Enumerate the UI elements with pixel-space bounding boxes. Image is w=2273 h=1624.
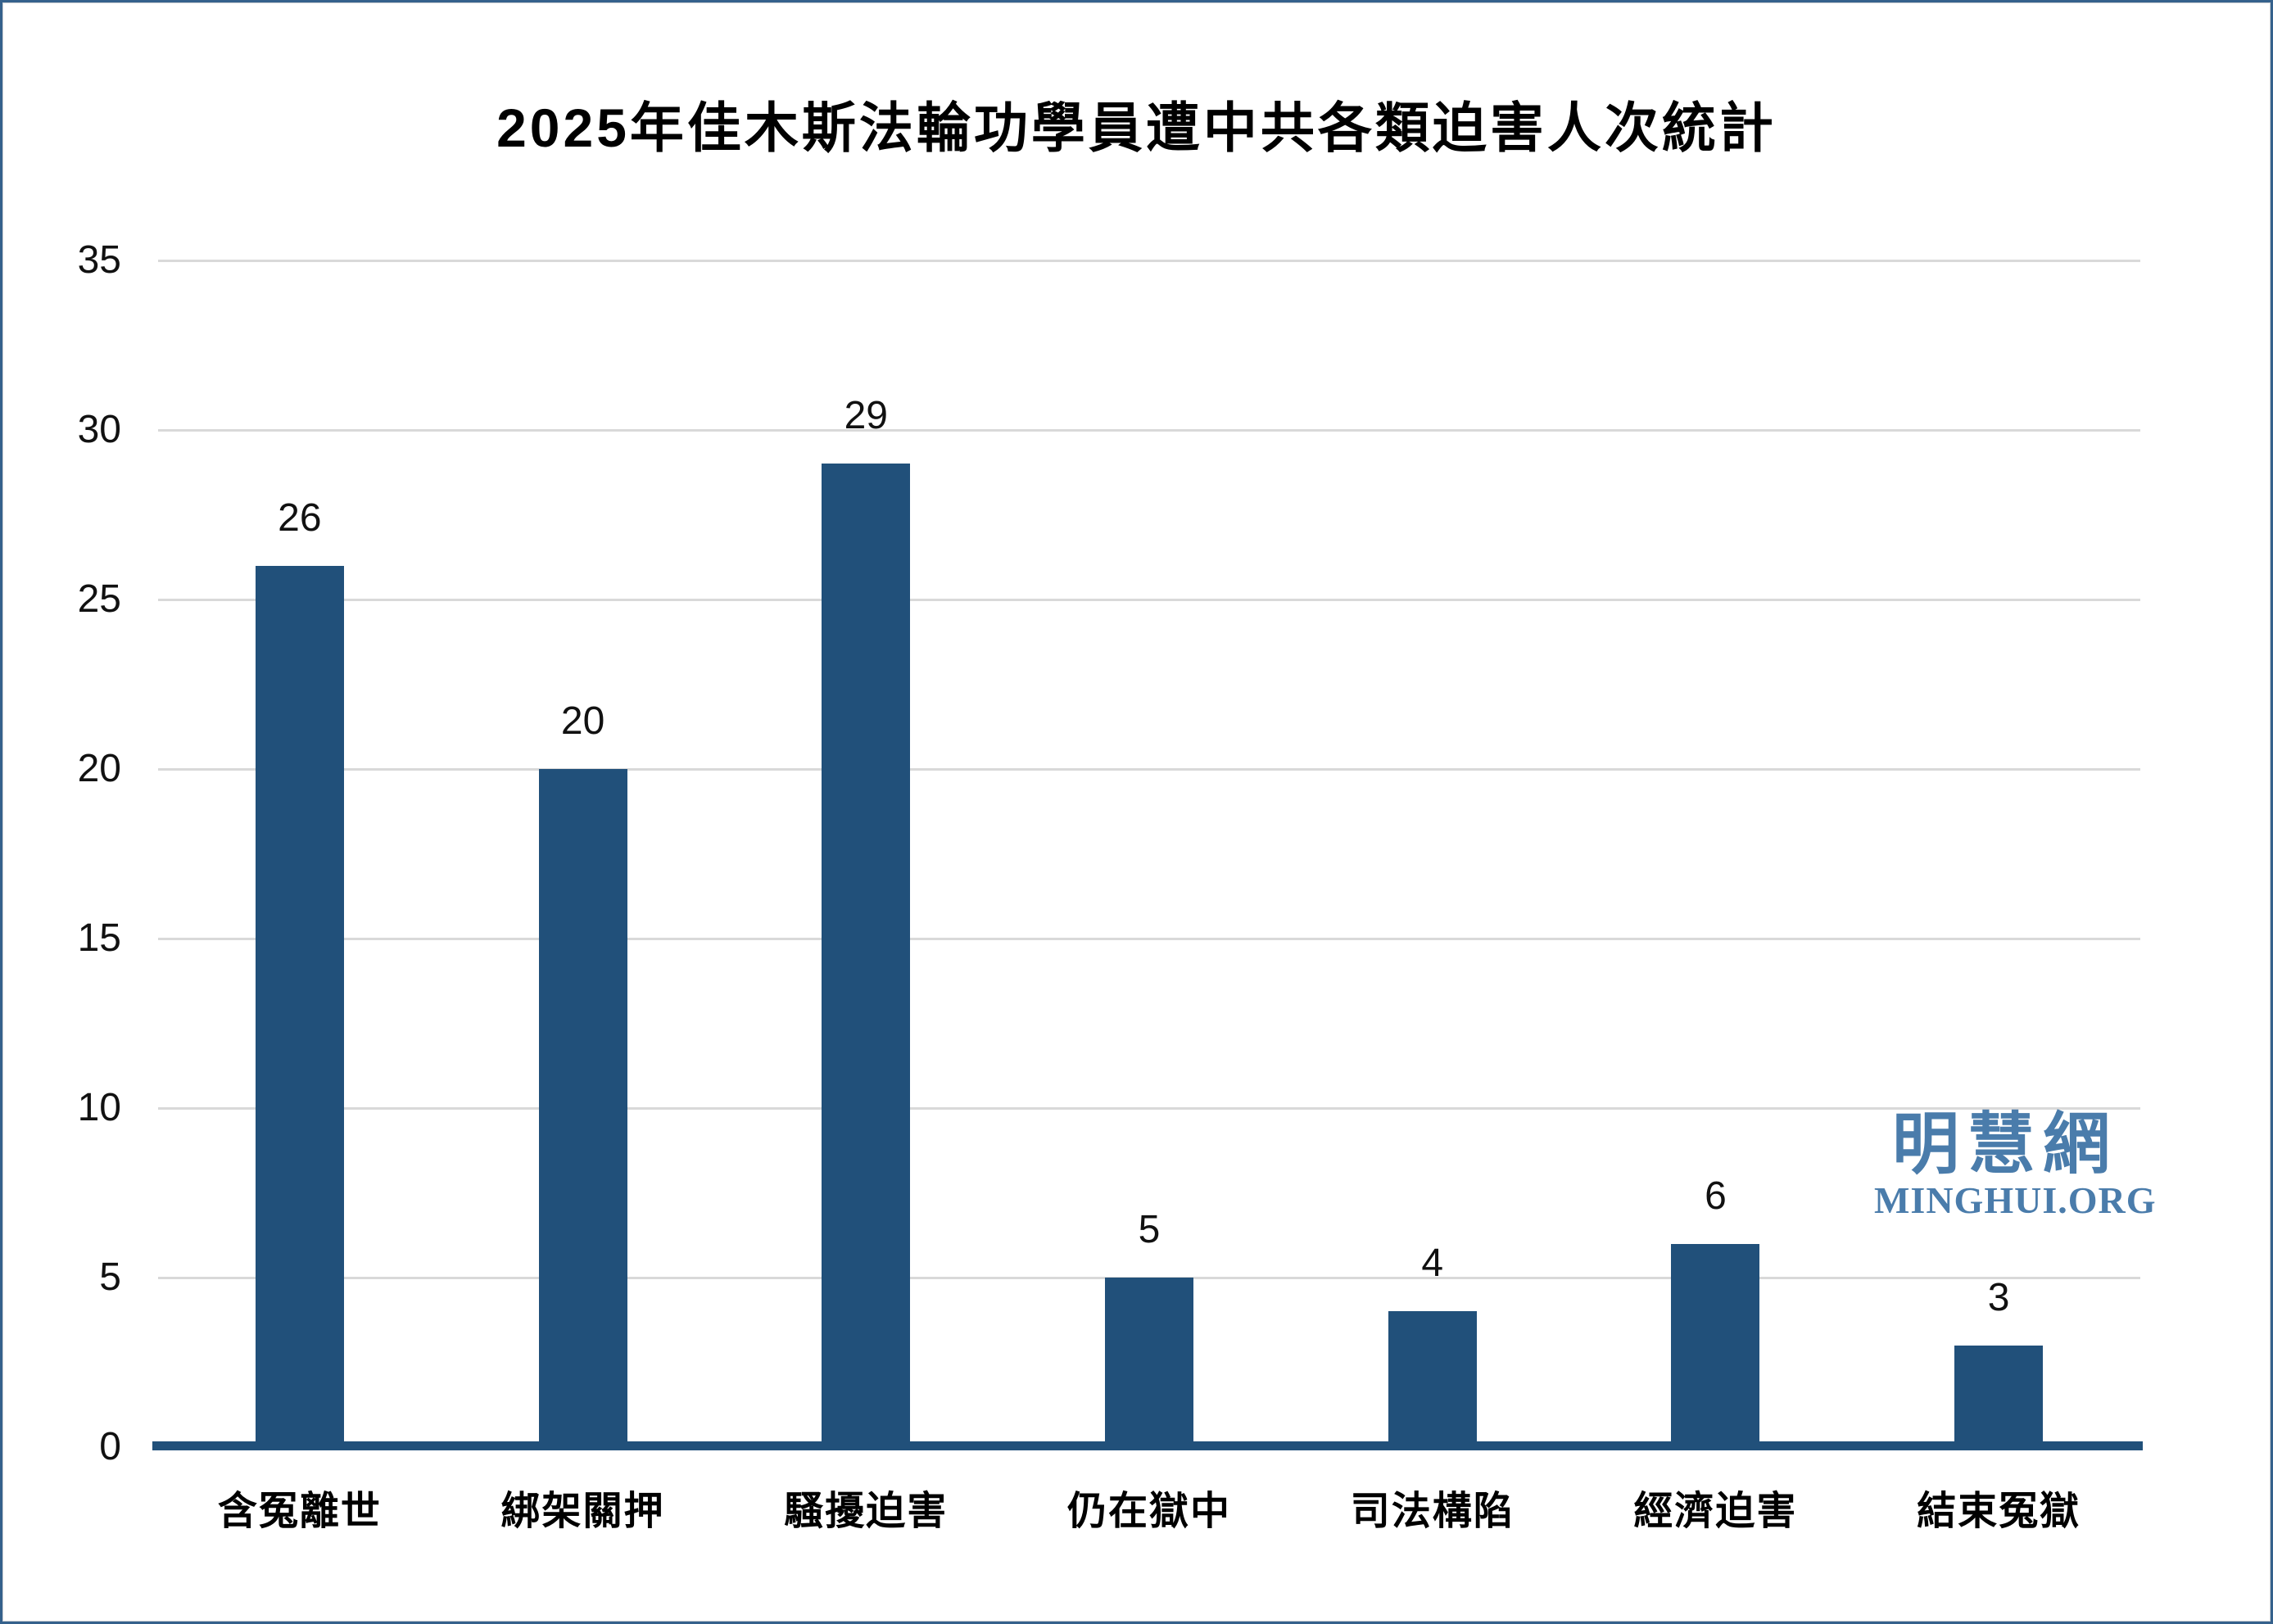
x-category-label-綁架關押: 綁架關押 bbox=[500, 1490, 665, 1533]
x-category-label-結束冤獄: 結束冤獄 bbox=[1917, 1490, 2081, 1533]
y-tick-label-20: 20 bbox=[77, 747, 121, 790]
x-category-label-含冤離世: 含冤離世 bbox=[217, 1490, 382, 1533]
y-tick-label-5: 5 bbox=[99, 1255, 121, 1299]
bar-經濟迫害 bbox=[1671, 1243, 1760, 1447]
y-tick-label-10: 10 bbox=[77, 1086, 121, 1129]
y-tick-label-15: 15 bbox=[77, 916, 121, 960]
plot-area: 26 20 29 5 4 6 3 bbox=[158, 260, 2140, 1447]
bar-仍在獄中 bbox=[1105, 1278, 1193, 1447]
bar-綁架關押 bbox=[538, 769, 627, 1447]
bar-value-label-騷擾迫害: 29 bbox=[844, 394, 888, 438]
gridline-15 bbox=[158, 938, 2140, 940]
gridline-10 bbox=[158, 1107, 2140, 1110]
watermark-minghui-cjk: 明慧網 bbox=[1891, 1107, 2118, 1182]
bar-含冤離世 bbox=[255, 565, 344, 1447]
bar-value-label-結束冤獄: 3 bbox=[1987, 1275, 2010, 1319]
bar-value-label-司法構陷: 4 bbox=[1421, 1242, 1444, 1286]
gridline-35 bbox=[158, 260, 2140, 262]
x-category-label-仍在獄中: 仍在獄中 bbox=[1066, 1490, 1231, 1533]
bar-騷擾迫害 bbox=[822, 464, 911, 1447]
x-category-label-經濟迫害: 經濟迫害 bbox=[1633, 1490, 1798, 1533]
bar-value-label-含冤離世: 26 bbox=[278, 495, 322, 540]
y-tick-label-25: 25 bbox=[77, 577, 121, 621]
bar-value-label-仍在獄中: 5 bbox=[1138, 1208, 1161, 1251]
y-tick-label-30: 30 bbox=[77, 408, 121, 451]
watermark-minghui-org: MINGHUI.ORG bbox=[1874, 1179, 2157, 1222]
bar-value-label-經濟迫害: 6 bbox=[1705, 1174, 1727, 1218]
chart-title: 2025年佳木斯法輪功學員遭中共各類迫害人次統計 bbox=[496, 97, 1777, 158]
gridline-25 bbox=[158, 599, 2140, 601]
x-category-label-騷擾迫害: 騷擾迫害 bbox=[784, 1490, 949, 1533]
gridline-30 bbox=[158, 429, 2140, 432]
bar-value-label-綁架關押: 20 bbox=[560, 699, 605, 743]
y-tick-label-0: 0 bbox=[99, 1425, 121, 1468]
x-axis-line bbox=[152, 1441, 2143, 1450]
x-category-label-司法構陷: 司法構陷 bbox=[1350, 1490, 1515, 1533]
bar-司法構陷 bbox=[1388, 1311, 1477, 1447]
gridline-20 bbox=[158, 768, 2140, 771]
bar-結束冤獄 bbox=[1954, 1345, 2044, 1447]
y-tick-label-35: 35 bbox=[77, 238, 121, 282]
watermark: 明慧網 MINGHUI.ORG bbox=[1874, 1107, 2157, 1222]
